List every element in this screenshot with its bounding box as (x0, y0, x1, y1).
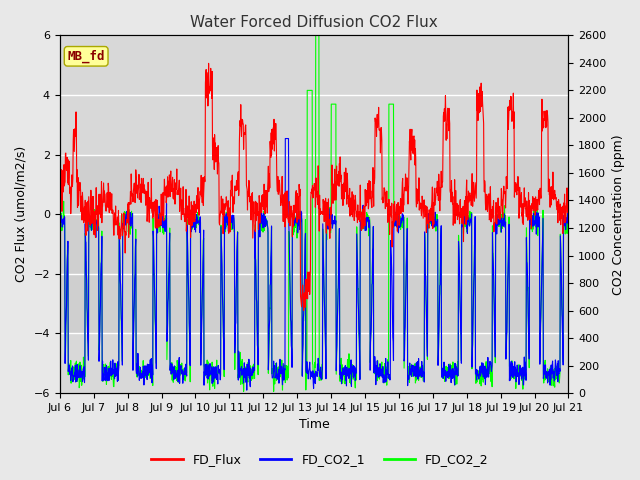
Line: FD_Flux: FD_Flux (60, 63, 568, 311)
Y-axis label: CO2 Flux (umol/m2/s): CO2 Flux (umol/m2/s) (15, 146, 28, 282)
FD_Flux (205, 60, 212, 66)
FD_CO2_1 (460, 209, 468, 215)
FD_Flux (157, 213, 164, 219)
FD_CO2_2 (226, 228, 234, 234)
FD_CO2_1 (169, 365, 177, 371)
Bar (60, 155, 568, 334)
FD_Flux (227, 229, 234, 235)
FD_Flux (505, 113, 513, 119)
FD_Flux (300, 308, 308, 313)
FD_Flux (56, 200, 63, 206)
FD_CO2_2 (460, 220, 468, 226)
FD_CO2_1 (157, 223, 164, 228)
FD_Flux (169, 190, 177, 196)
FD_CO2_2 (56, 221, 63, 227)
Title: Water Forced Diffusion CO2 Flux: Water Forced Diffusion CO2 Flux (190, 15, 438, 30)
FD_CO2_2 (312, 33, 319, 38)
FD_CO2_1 (243, 387, 251, 393)
FD_CO2_2 (169, 364, 177, 370)
FD_CO2_2 (505, 237, 513, 242)
FD_CO2_2 (270, 389, 278, 395)
FD_CO2_1 (226, 225, 234, 230)
Line: FD_CO2_1: FD_CO2_1 (60, 139, 568, 390)
Legend: FD_Flux, FD_CO2_1, FD_CO2_2: FD_Flux, FD_CO2_1, FD_CO2_2 (147, 448, 493, 471)
FD_CO2_1 (564, 225, 572, 230)
FD_CO2_2 (394, 214, 401, 219)
FD_CO2_2 (157, 220, 164, 226)
FD_CO2_2 (564, 216, 572, 222)
FD_Flux (394, 228, 401, 234)
FD_CO2_1 (56, 228, 63, 234)
FD_CO2_1 (505, 239, 513, 245)
FD_Flux (460, 205, 468, 211)
Y-axis label: CO2 Concentration (ppm): CO2 Concentration (ppm) (612, 134, 625, 295)
FD_CO2_1 (394, 220, 401, 226)
X-axis label: Time: Time (299, 419, 330, 432)
Text: MB_fd: MB_fd (67, 49, 105, 63)
FD_Flux (564, 211, 572, 216)
FD_CO2_1 (282, 136, 289, 142)
Line: FD_CO2_2: FD_CO2_2 (60, 36, 568, 392)
